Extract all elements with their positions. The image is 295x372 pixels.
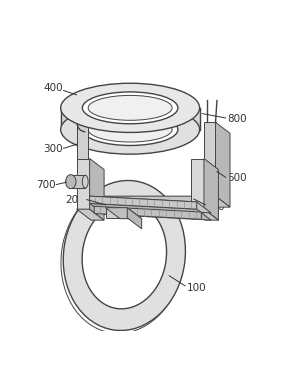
Ellipse shape <box>88 117 172 142</box>
Text: 200: 200 <box>65 195 85 205</box>
Text: 700: 700 <box>36 180 56 190</box>
Polygon shape <box>77 209 104 220</box>
Text: 300: 300 <box>44 144 63 154</box>
Ellipse shape <box>82 175 88 188</box>
Ellipse shape <box>82 202 167 309</box>
Polygon shape <box>77 124 88 158</box>
Polygon shape <box>90 196 211 213</box>
Ellipse shape <box>61 83 200 132</box>
Polygon shape <box>77 196 204 209</box>
Polygon shape <box>204 196 218 220</box>
Polygon shape <box>191 209 218 220</box>
Polygon shape <box>77 196 218 207</box>
Polygon shape <box>71 175 85 188</box>
Ellipse shape <box>61 105 200 154</box>
Ellipse shape <box>63 180 186 330</box>
Polygon shape <box>90 158 104 220</box>
Polygon shape <box>127 208 142 229</box>
Polygon shape <box>191 158 204 209</box>
Polygon shape <box>61 108 200 129</box>
Polygon shape <box>90 196 197 209</box>
Ellipse shape <box>82 113 178 145</box>
Ellipse shape <box>88 95 172 120</box>
Polygon shape <box>106 208 127 218</box>
Text: 800: 800 <box>227 114 247 124</box>
Polygon shape <box>77 158 90 209</box>
Polygon shape <box>106 208 142 219</box>
Text: 600: 600 <box>206 202 225 212</box>
Polygon shape <box>94 206 201 219</box>
Text: 500: 500 <box>227 173 247 183</box>
Ellipse shape <box>82 92 178 124</box>
Polygon shape <box>204 196 230 207</box>
Polygon shape <box>90 203 211 220</box>
Ellipse shape <box>65 174 76 189</box>
Text: 400: 400 <box>44 83 63 93</box>
Polygon shape <box>204 158 218 220</box>
Text: 100: 100 <box>187 283 206 293</box>
Polygon shape <box>216 122 230 207</box>
Polygon shape <box>204 122 216 196</box>
